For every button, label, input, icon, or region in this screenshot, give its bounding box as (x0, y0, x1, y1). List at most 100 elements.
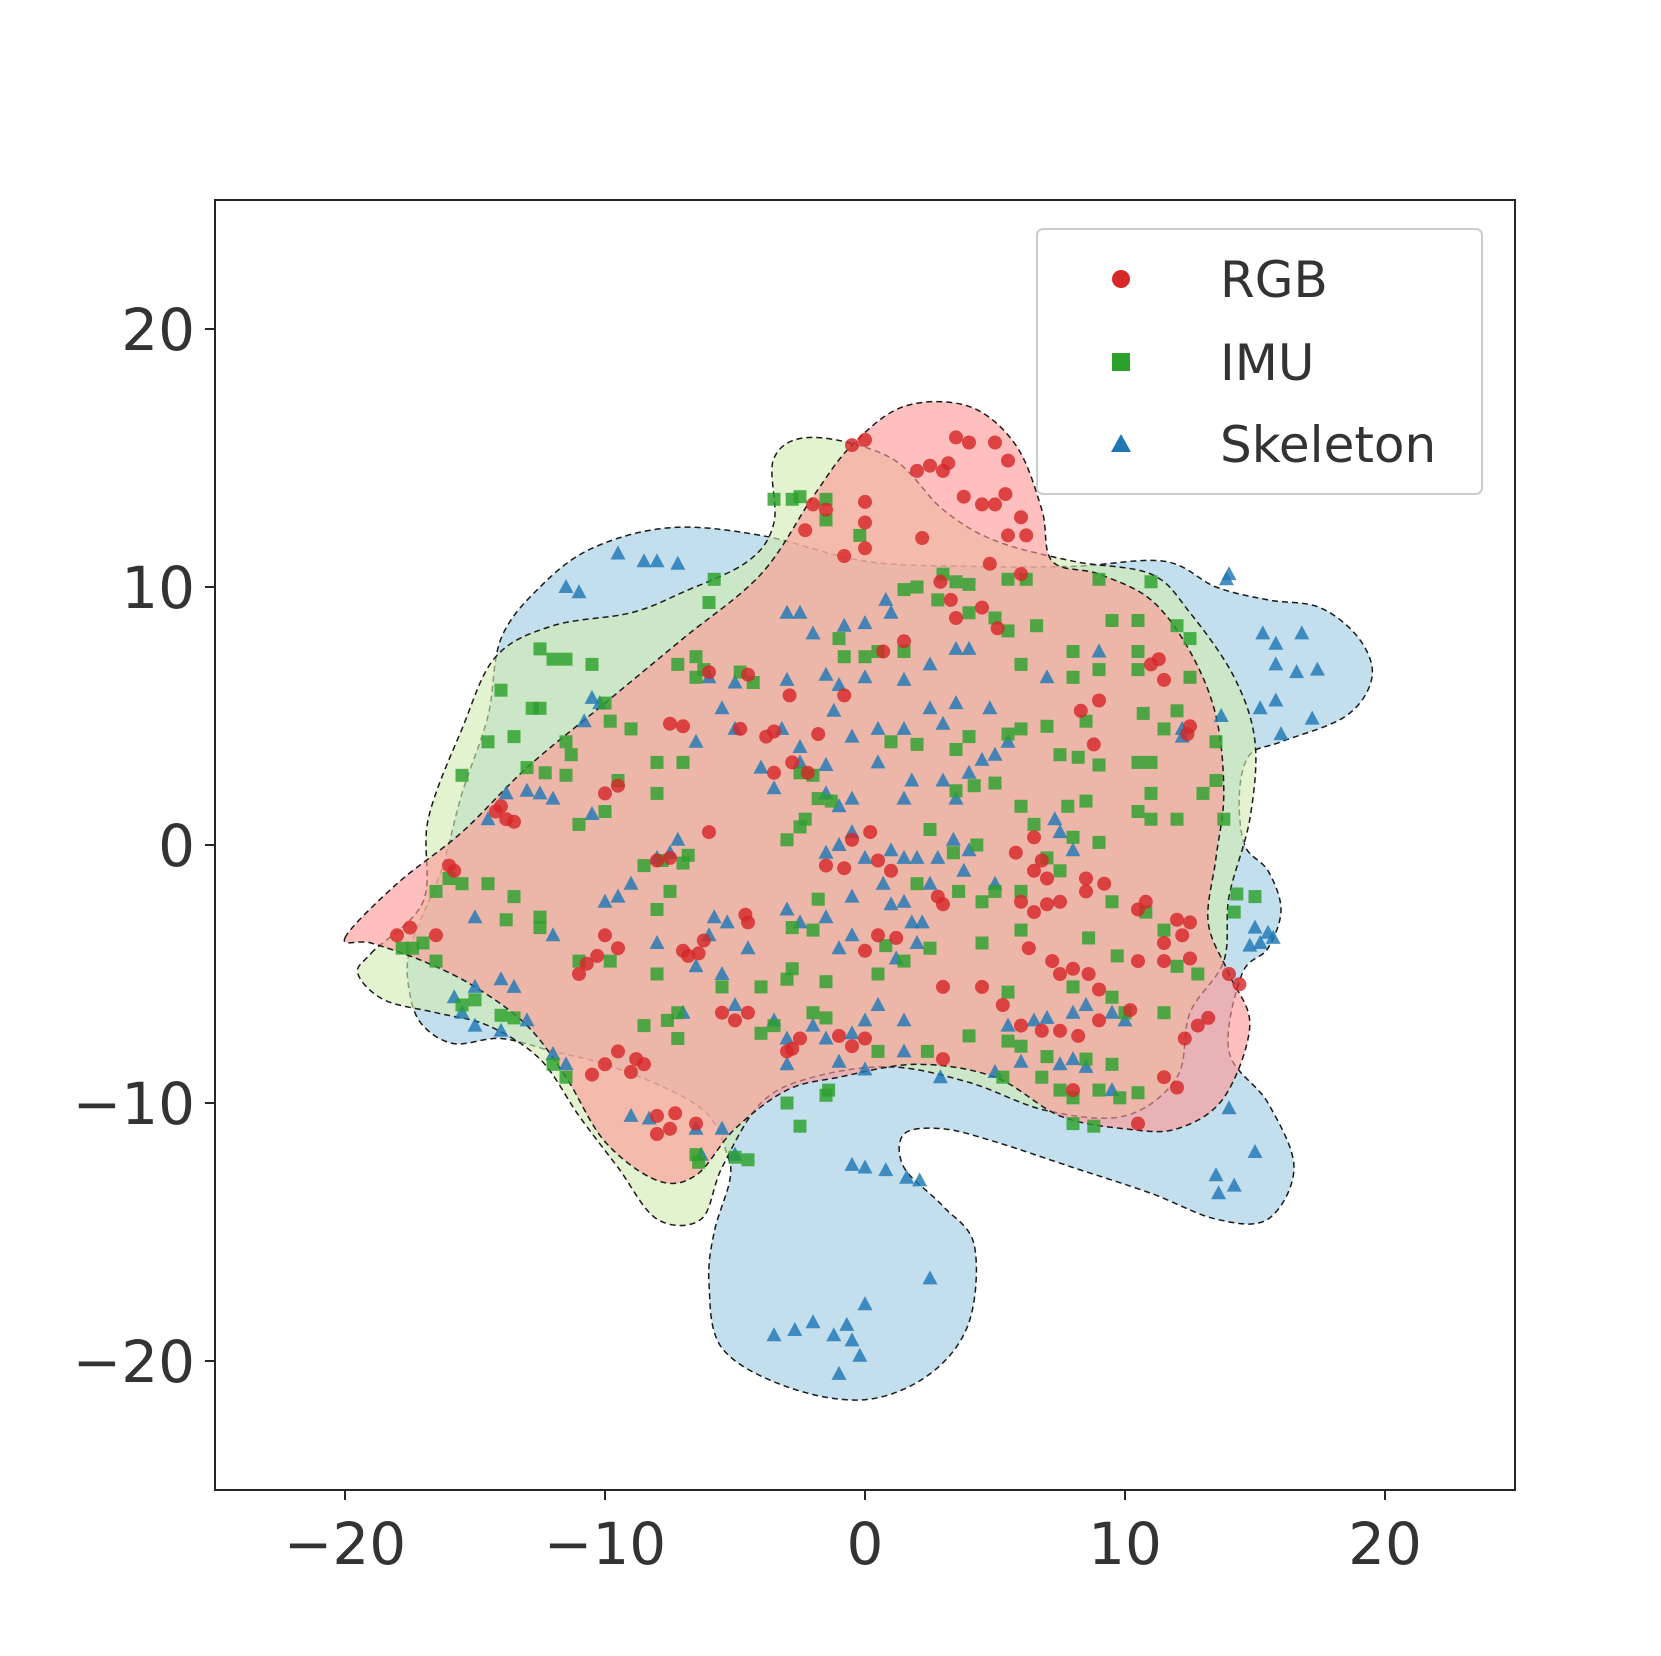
point-imu (1105, 614, 1119, 627)
point-imu (650, 755, 664, 769)
point-rgb (845, 438, 859, 453)
point-skeleton (935, 715, 951, 730)
point-rgb (858, 541, 872, 556)
point-skeleton (1289, 664, 1305, 679)
point-rgb (663, 850, 677, 865)
point-imu (1092, 835, 1106, 849)
point-rgb (1053, 1023, 1067, 1038)
point-skeleton (1211, 1185, 1227, 1200)
point-imu (559, 735, 573, 749)
point-rgb (696, 933, 711, 948)
point-imu (702, 596, 716, 609)
point-rgb (1201, 1010, 1216, 1025)
point-skeleton (961, 764, 977, 779)
point-imu (767, 1019, 781, 1033)
point-rgb (488, 804, 503, 819)
point-skeleton (1268, 635, 1284, 650)
point-skeleton (649, 935, 665, 949)
point-imu (1183, 632, 1197, 646)
point-skeleton (831, 1053, 847, 1068)
point-imu (970, 838, 984, 852)
point-skeleton (844, 1025, 860, 1040)
point-skeleton (1252, 935, 1268, 949)
point-imu (1209, 774, 1223, 787)
point-imu (455, 768, 469, 782)
point-rgb (949, 430, 963, 445)
point-skeleton (836, 617, 852, 632)
point-imu (1217, 812, 1231, 826)
point-skeleton (896, 671, 912, 686)
point-skeleton (706, 909, 722, 924)
point-imu (824, 794, 838, 808)
point-skeleton (1265, 929, 1281, 944)
point-imu (1053, 748, 1067, 762)
point-skeleton (857, 1061, 873, 1076)
point-skeleton (493, 971, 509, 986)
point-imu (931, 593, 945, 607)
point-rgb (715, 1005, 729, 1020)
point-skeleton (753, 759, 769, 774)
point-imu (650, 903, 664, 916)
point-imu (1027, 817, 1041, 831)
point-skeleton (584, 806, 600, 820)
point-rgb (390, 928, 404, 943)
point-skeleton (1000, 1017, 1016, 1032)
point-rgb (1079, 871, 1093, 886)
point-skeleton (649, 553, 665, 568)
point-rgb (1183, 951, 1197, 966)
point-skeleton (519, 782, 535, 797)
point-skeleton (584, 689, 600, 704)
point-imu (741, 1153, 755, 1167)
point-imu (676, 856, 690, 870)
region-rgb (343, 400, 1251, 1185)
point-rgb (975, 497, 989, 512)
point-rgb (949, 611, 963, 625)
point-rgb (767, 724, 781, 739)
point-rgb (845, 832, 859, 847)
point-imu (1196, 786, 1210, 800)
point-imu (455, 877, 469, 891)
point-imu (988, 611, 1002, 625)
point-skeleton (1221, 566, 1237, 581)
point-skeleton (714, 966, 730, 980)
point-skeleton (904, 772, 920, 787)
point-imu (559, 768, 573, 782)
legend-label-rgb: RGB (1220, 251, 1328, 309)
point-imu (1001, 624, 1015, 638)
point-imu (507, 730, 521, 744)
point-skeleton (870, 754, 886, 769)
point-imu (1170, 619, 1184, 633)
point-rgb (1079, 884, 1093, 899)
point-skeleton (545, 1046, 561, 1060)
point-imu (780, 972, 794, 986)
point-imu (507, 1011, 521, 1025)
point-imu (1105, 895, 1119, 909)
point-imu (952, 884, 966, 898)
point-rgb (832, 1028, 846, 1043)
point-skeleton (831, 1365, 847, 1380)
point-skeleton (956, 862, 972, 877)
point-skeleton (818, 757, 834, 771)
point-rgb (1180, 727, 1195, 742)
point-imu (1053, 864, 1067, 878)
legend-marker-rgb (1112, 270, 1130, 288)
point-skeleton (870, 720, 886, 735)
point-imu (1105, 990, 1119, 1004)
point-imu (837, 650, 851, 664)
point-skeleton (719, 914, 735, 929)
point-rgb (798, 523, 813, 538)
point-imu (1040, 719, 1054, 733)
point-imu (871, 1044, 885, 1058)
point-skeleton (818, 666, 834, 681)
point-imu (962, 577, 976, 591)
point-imu (1014, 722, 1028, 736)
point-imu (1014, 1039, 1028, 1053)
point-skeleton (714, 1120, 730, 1135)
point-skeleton (1104, 1004, 1120, 1019)
point-skeleton (1052, 824, 1068, 839)
point-imu (923, 823, 937, 836)
density-regions (343, 400, 1374, 1401)
point-rgb (1027, 830, 1041, 845)
point-rgb (1138, 894, 1153, 909)
legend-entry-imu: IMU (1112, 334, 1314, 392)
